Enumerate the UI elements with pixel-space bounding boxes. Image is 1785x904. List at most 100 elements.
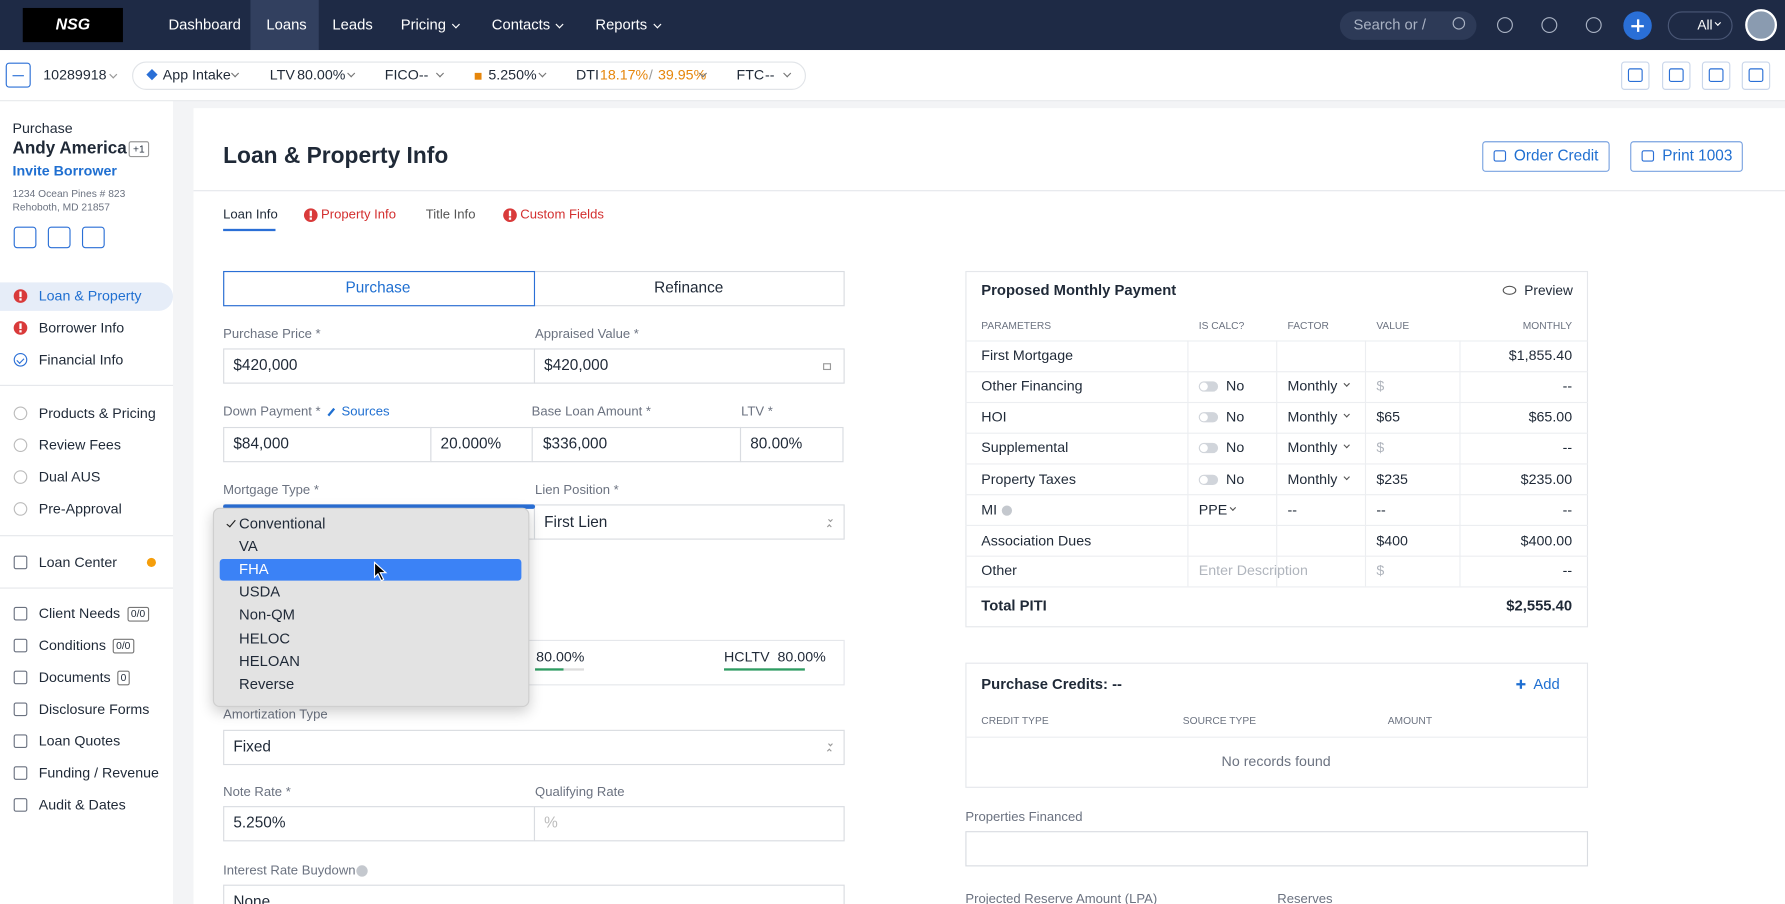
header-button[interactable] (1630, 141, 1743, 172)
is-calc: Enter Description (1198, 562, 1308, 579)
sidebar-item[interactable]: Products & Pricing (38, 405, 156, 422)
empty-state: No records found (1221, 753, 1331, 770)
dropdown-option[interactable]: HELOAN (239, 652, 300, 670)
monthly: -- (1562, 502, 1573, 519)
notice-dot (146, 557, 156, 567)
dropdown-option[interactable]: HELOC (239, 629, 291, 647)
select[interactable] (223, 884, 845, 904)
input[interactable] (223, 426, 432, 463)
dropdown-option[interactable]: VA (239, 537, 258, 555)
header-button[interactable] (1482, 141, 1610, 172)
toolbar-button[interactable] (1701, 61, 1731, 90)
dropdown-option[interactable]: Non-QM (239, 605, 295, 623)
add-button[interactable]: Add (1533, 675, 1560, 693)
factor[interactable]: Monthly (1287, 471, 1338, 488)
switch[interactable] (1198, 442, 1219, 454)
field-label: Amortization Type (223, 708, 328, 722)
toggle-option[interactable]: Refinance (654, 278, 724, 297)
nav-icon[interactable] (1541, 17, 1558, 34)
badge: 0/0 (116, 639, 131, 652)
nav-item[interactable]: Reports (595, 15, 648, 34)
tab[interactable]: Title Info (425, 208, 476, 223)
back-button[interactable] (5, 62, 31, 88)
select[interactable] (223, 729, 845, 766)
invite-borrower[interactable]: Invite Borrower (12, 162, 117, 179)
badge-frame (117, 670, 130, 686)
tab[interactable]: Property Info (321, 208, 396, 223)
nav-icon[interactable] (1585, 17, 1602, 34)
toggle-option[interactable]: Purchase (345, 278, 411, 297)
sidebar-item[interactable]: Dual AUS (38, 469, 101, 486)
stage[interactable]: App Intake (162, 67, 231, 84)
scope-select[interactable] (1667, 11, 1733, 40)
nav-icon[interactable] (1496, 17, 1513, 34)
avatar[interactable] (1745, 9, 1778, 41)
sidebar-item[interactable]: Client Needs (38, 605, 121, 622)
input[interactable] (739, 426, 844, 463)
nav-item[interactable]: Leads (332, 15, 373, 34)
contact-button[interactable] (81, 226, 105, 249)
logo-text: NSG (55, 14, 91, 34)
row-label: Other (981, 562, 1017, 579)
switch[interactable] (1198, 474, 1219, 486)
contact-button[interactable] (13, 226, 37, 249)
sidebar-item[interactable]: Loan Center (38, 554, 118, 571)
toolbar-button[interactable] (1662, 61, 1691, 90)
plus-v (1636, 19, 1639, 32)
row-line (965, 555, 1589, 557)
contact-button[interactable] (47, 226, 71, 249)
field-label: Appraised Value * (535, 327, 639, 342)
value: $235 (1376, 471, 1408, 488)
input[interactable] (223, 806, 536, 842)
input[interactable] (533, 806, 845, 842)
dropdown-option[interactable]: Reverse (239, 675, 295, 693)
sidebar-item[interactable]: Borrower Info (38, 319, 125, 336)
nav-item[interactable]: Dashboard (168, 15, 241, 34)
nav-item[interactable]: Loans (266, 15, 307, 34)
tab[interactable]: Custom Fields (520, 208, 604, 223)
toggle-active[interactable] (223, 270, 536, 307)
input[interactable] (533, 348, 845, 384)
status-icon (13, 502, 28, 516)
row-line (965, 463, 1589, 465)
alert-dot (509, 217, 511, 220)
tab[interactable]: Loan Info (223, 208, 278, 223)
toolbar-button[interactable] (1621, 61, 1650, 90)
factor[interactable]: Monthly (1287, 408, 1338, 425)
input[interactable] (430, 426, 533, 463)
nav-item[interactable]: Contacts (491, 15, 551, 34)
preview-button[interactable]: Preview (1524, 282, 1573, 299)
factor[interactable]: Monthly (1287, 439, 1338, 456)
is-calc: No (1226, 377, 1245, 394)
search-placeholder: Search or / (1353, 15, 1426, 34)
switch[interactable] (1198, 381, 1219, 392)
sidebar-item[interactable]: Pre-Approval (38, 500, 122, 517)
monthly: -- (1562, 562, 1573, 579)
input[interactable] (223, 348, 536, 384)
sidebar-item[interactable]: Financial Info (38, 351, 124, 368)
sidebar-item[interactable]: Loan Quotes (38, 733, 121, 750)
dropdown-option[interactable]: FHA (239, 560, 269, 578)
select[interactable] (533, 504, 845, 540)
switch[interactable] (1198, 412, 1219, 423)
factor[interactable]: Monthly (1287, 377, 1338, 394)
dropdown-option[interactable]: USDA (239, 582, 281, 601)
sidebar-item[interactable]: Review Fees (38, 437, 121, 454)
input[interactable] (965, 831, 1589, 867)
field-value: 5.250% (233, 814, 286, 832)
toolbar-button[interactable] (1741, 61, 1771, 90)
nav-item[interactable]: Pricing (400, 15, 446, 34)
is-calc[interactable]: PPE (1198, 502, 1228, 519)
input[interactable] (531, 426, 742, 463)
sources-link[interactable]: Sources (341, 405, 390, 419)
dropdown-menu[interactable] (212, 507, 530, 708)
sidebar-item[interactable]: Audit & Dates (38, 796, 126, 813)
sidebar-item[interactable]: Documents (38, 669, 111, 686)
menu-icon (13, 734, 28, 749)
sidebar-item[interactable]: Funding / Revenue (38, 765, 159, 782)
sidebar-item[interactable]: Disclosure Forms (38, 701, 150, 718)
dropdown-option[interactable]: Conventional (239, 514, 326, 532)
sidebar-item[interactable]: Loan & Property (38, 288, 142, 304)
sidebar-item[interactable]: Conditions (38, 637, 106, 654)
